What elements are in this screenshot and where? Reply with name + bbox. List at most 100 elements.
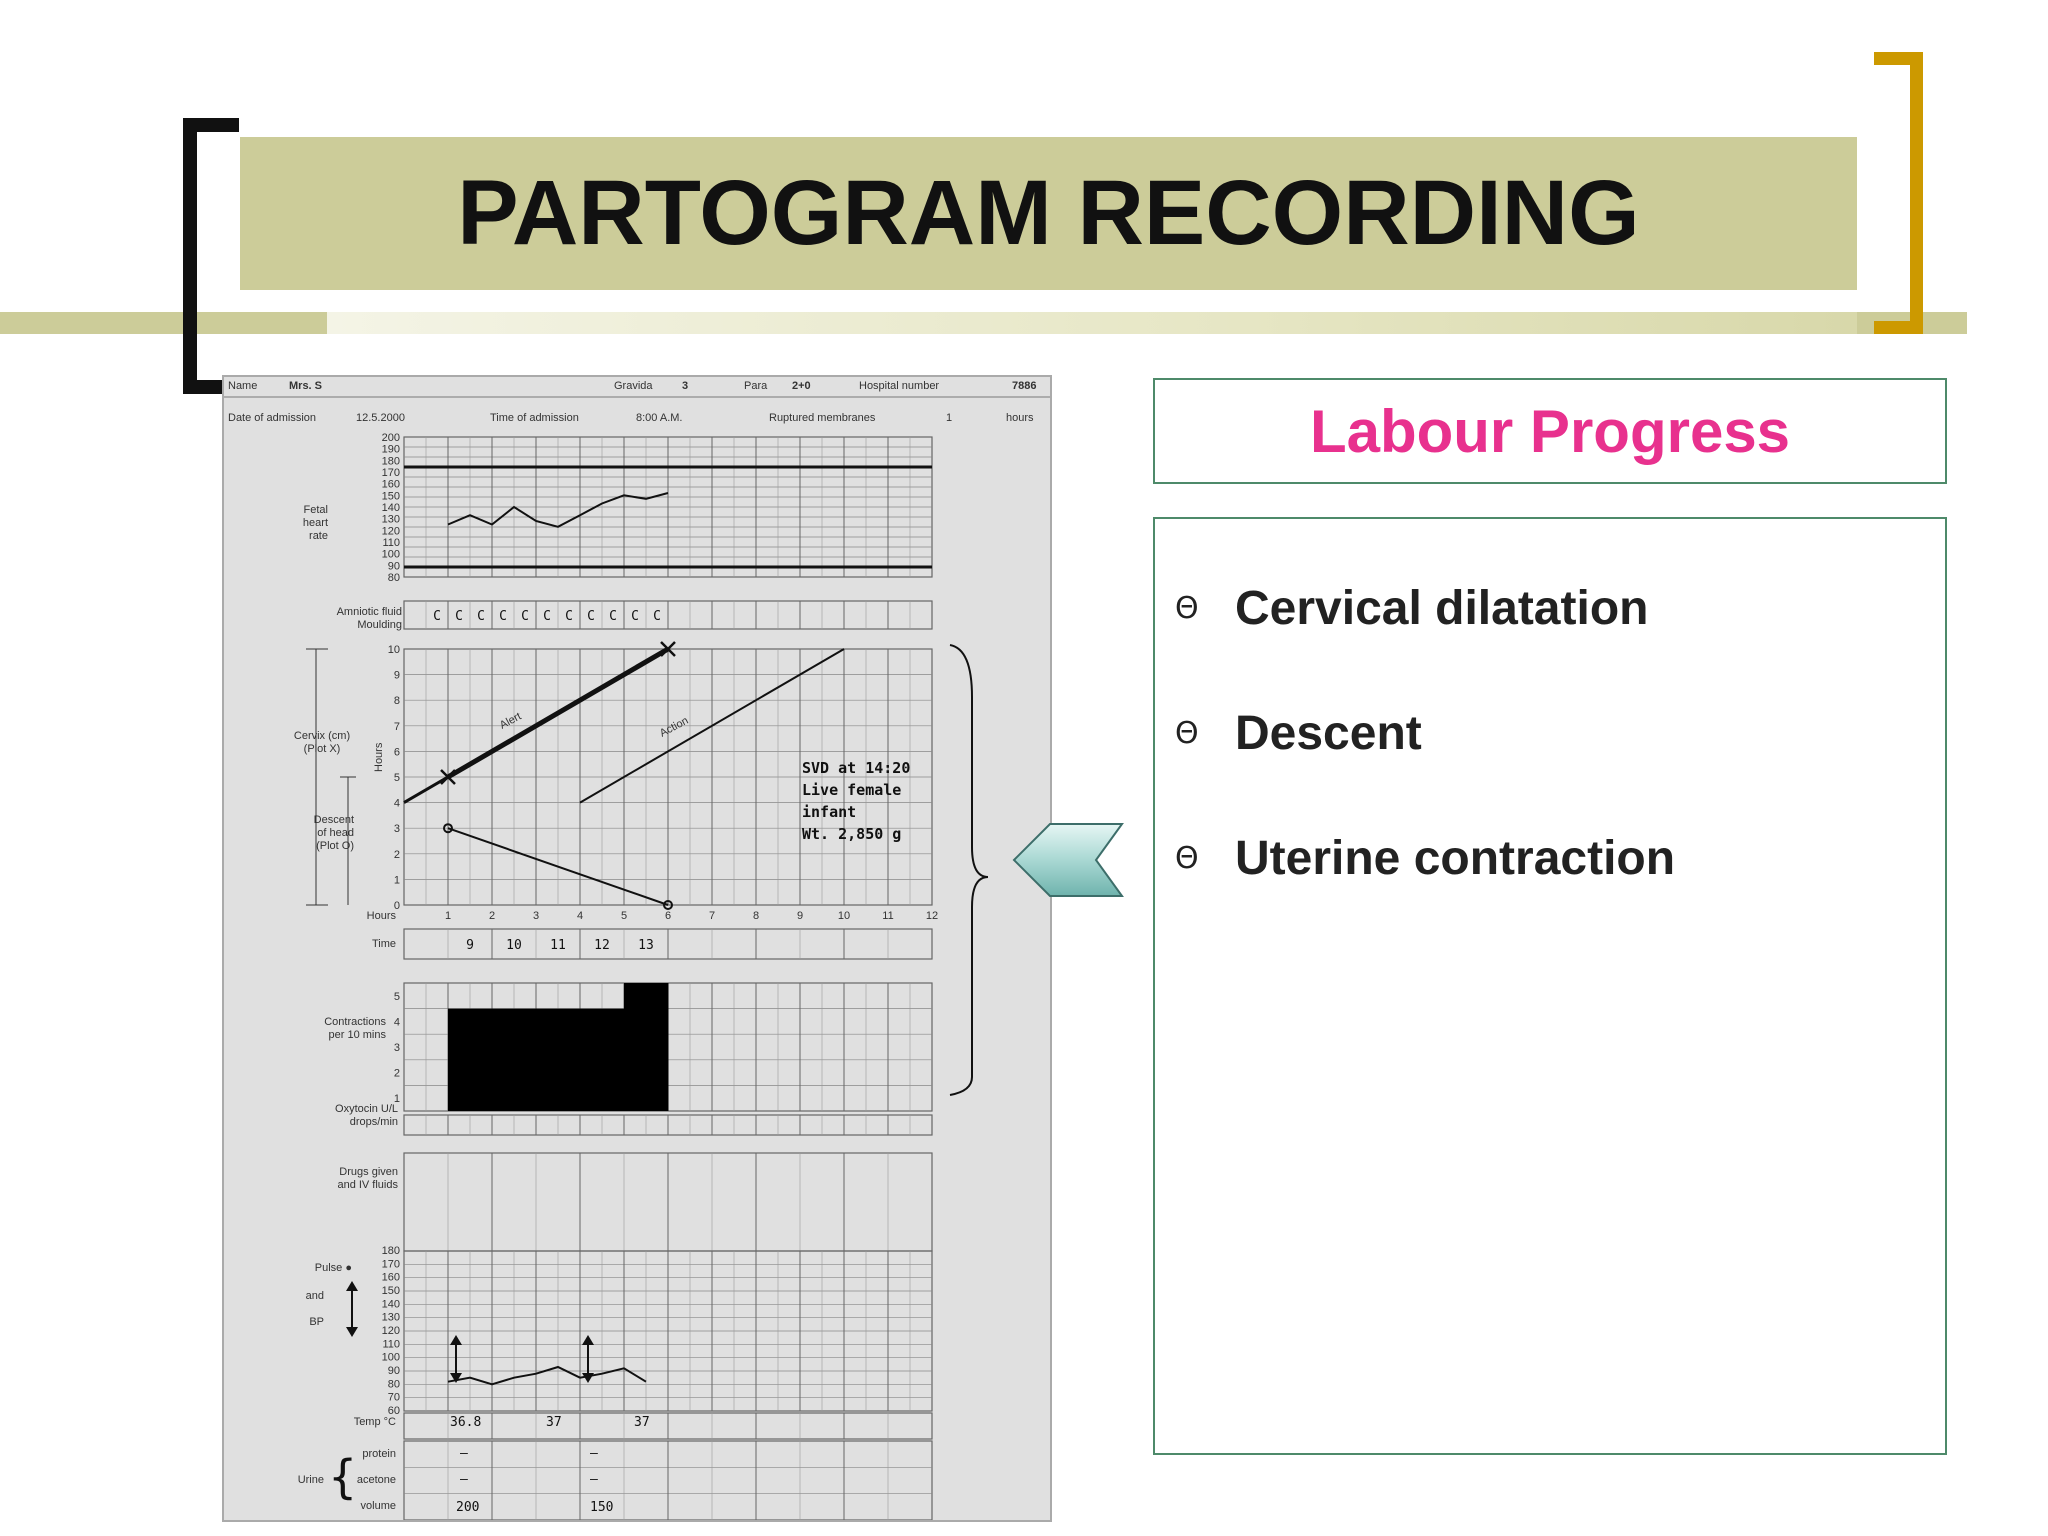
- hospital-number-value: 7886: [1012, 380, 1036, 392]
- time-label: 10: [506, 938, 522, 953]
- time-label: 13: [638, 938, 654, 953]
- hour-label: 6: [665, 910, 671, 922]
- fhr-tick-label: 80: [388, 572, 400, 584]
- cervix-tick-label: 0: [394, 900, 400, 912]
- partogram-svg: Name Mrs. S Gravida 3 Para 2+0 Hospital …: [224, 380, 1050, 1520]
- ruptured-membranes-label: Ruptured membranes: [769, 412, 876, 424]
- descent-label-3: (Plot O): [316, 840, 354, 852]
- admission-time-value: 8:00 A.M.: [636, 412, 682, 424]
- bp-mark-1-bottom: [450, 1373, 462, 1383]
- amniotic-mark: C: [499, 609, 507, 624]
- drugs-label-1: Drugs given: [339, 1166, 398, 1178]
- cervix-tick-label: 4: [394, 798, 400, 810]
- action-line: [579, 648, 845, 804]
- fhr-tick-label: 200: [382, 432, 400, 444]
- cervix-tick-label: 8: [394, 695, 400, 707]
- cervix-tick-label: 6: [394, 746, 400, 758]
- urine-acetone-value-1: —: [460, 1472, 468, 1487]
- contractions-tick-label: 2: [394, 1068, 400, 1080]
- contractions-label-2: per 10 mins: [329, 1029, 387, 1041]
- ruptured-membranes-unit: hours: [1006, 412, 1034, 424]
- descent-label-1: Descent: [314, 814, 354, 826]
- amniotic-mark: C: [433, 609, 441, 624]
- urine-acetone-label: acetone: [357, 1474, 396, 1486]
- fhr-tick-label: 100: [382, 549, 400, 561]
- hour-label: 8: [753, 910, 759, 922]
- hour-label: 9: [797, 910, 803, 922]
- pulse-tick-label: 110: [382, 1338, 400, 1350]
- delivery-note-3: infant: [802, 803, 856, 821]
- urine-brace-icon: {: [328, 1450, 357, 1504]
- temp-label: Temp °C: [354, 1416, 396, 1428]
- time-label: 11: [550, 938, 566, 953]
- time-row-label: Time: [372, 938, 396, 950]
- bp-marks: [450, 1335, 594, 1383]
- fhr-tick-label: 130: [382, 514, 400, 526]
- ruptured-membranes-value: 1: [946, 412, 952, 424]
- amniotic-mark: C: [609, 609, 617, 624]
- admission-date-label: Date of admission: [228, 412, 316, 424]
- fhr-label-3: rate: [309, 530, 328, 542]
- cervix-tick-label: 9: [394, 670, 400, 682]
- right-bracket-decoration: [1874, 52, 1923, 334]
- pulse-tick-label: 100: [382, 1352, 400, 1364]
- bp-mark-2-bottom: [582, 1373, 594, 1383]
- title-rule-gradient: [327, 312, 1857, 334]
- amniotic-mark: C: [653, 609, 661, 624]
- pulse-tick-label: 80: [388, 1378, 400, 1390]
- amniotic-mark: C: [543, 609, 551, 624]
- slide-title: PARTOGRAM RECORDING: [457, 162, 1640, 264]
- delivery-note-2: Live female: [802, 781, 901, 799]
- descent-series-line: [447, 827, 669, 906]
- urine-protein-value-2: —: [590, 1446, 598, 1461]
- amniotic-mark: C: [455, 609, 463, 624]
- amniotic-mark: C: [565, 609, 573, 624]
- amniotic-mark: C: [631, 609, 639, 624]
- heading-box: Labour Progress: [1153, 378, 1947, 484]
- urine-protein-value-1: —: [460, 1446, 468, 1461]
- pulse-series-line: [447, 1365, 647, 1386]
- bp-legend-arrow-up: [346, 1281, 358, 1291]
- pulse-tick-label: 180: [382, 1245, 400, 1257]
- bullet-item-uterine-contraction: Θ Uterine contraction: [1175, 831, 1675, 886]
- dilatation-x-marks: [440, 641, 676, 785]
- hours-labels: 1 2 3 4 5 6 7 8 9 10 11 12: [445, 910, 938, 922]
- contractions-tick-label: 1: [394, 1093, 400, 1105]
- contractions-tick-label: 4: [394, 1016, 400, 1028]
- delivery-note-4: Wt. 2,850 g: [802, 825, 901, 843]
- pulse-tick-label: 160: [382, 1272, 400, 1284]
- urine-volume-value-2: 150: [590, 1500, 613, 1515]
- cervix-label-1: Cervix (cm): [294, 730, 350, 742]
- bullet-item-cervical-dilatation: Θ Cervical dilatation: [1175, 581, 1648, 636]
- pulse-tick-label: 60: [388, 1405, 400, 1417]
- para-value: 2+0: [792, 380, 811, 392]
- contraction-bar: [448, 1008, 493, 1111]
- hour-label: 7: [709, 910, 715, 922]
- dilatation-x-mark: [660, 641, 676, 657]
- pulse-tick-label: 170: [382, 1258, 400, 1270]
- oxytocin-label-1: Oxytocin U/L: [335, 1103, 398, 1115]
- amniotic-mark: C: [477, 609, 485, 624]
- fhr-series-line: [447, 492, 669, 528]
- action-label: Action: [658, 715, 691, 740]
- time-label: 12: [594, 938, 610, 953]
- temp-value-2: 37: [546, 1415, 562, 1430]
- content-box: Θ Cervical dilatation Θ Descent Θ Uterin…: [1153, 517, 1947, 1455]
- urine-volume-value-1: 200: [456, 1500, 479, 1515]
- title-rule-left: [0, 312, 327, 334]
- gravida-value: 3: [682, 380, 688, 392]
- admission-time-label: Time of admission: [490, 412, 579, 424]
- gravida-label: Gravida: [614, 380, 653, 392]
- pulse-tick-label: 150: [382, 1285, 400, 1297]
- pulse-tick-label: 70: [388, 1392, 400, 1404]
- partogram-grid: [224, 396, 1050, 1520]
- contraction-bar: [580, 1008, 625, 1111]
- hour-label: 12: [926, 910, 938, 922]
- hours-row-label: Hours: [367, 910, 397, 922]
- drugs-label-2: and IV fluids: [337, 1179, 398, 1191]
- pulse-tick-label: 140: [382, 1298, 400, 1310]
- theta-bullet-icon: Θ: [1175, 591, 1199, 626]
- pulse-label-2: and: [306, 1290, 324, 1302]
- hour-label: 5: [621, 910, 627, 922]
